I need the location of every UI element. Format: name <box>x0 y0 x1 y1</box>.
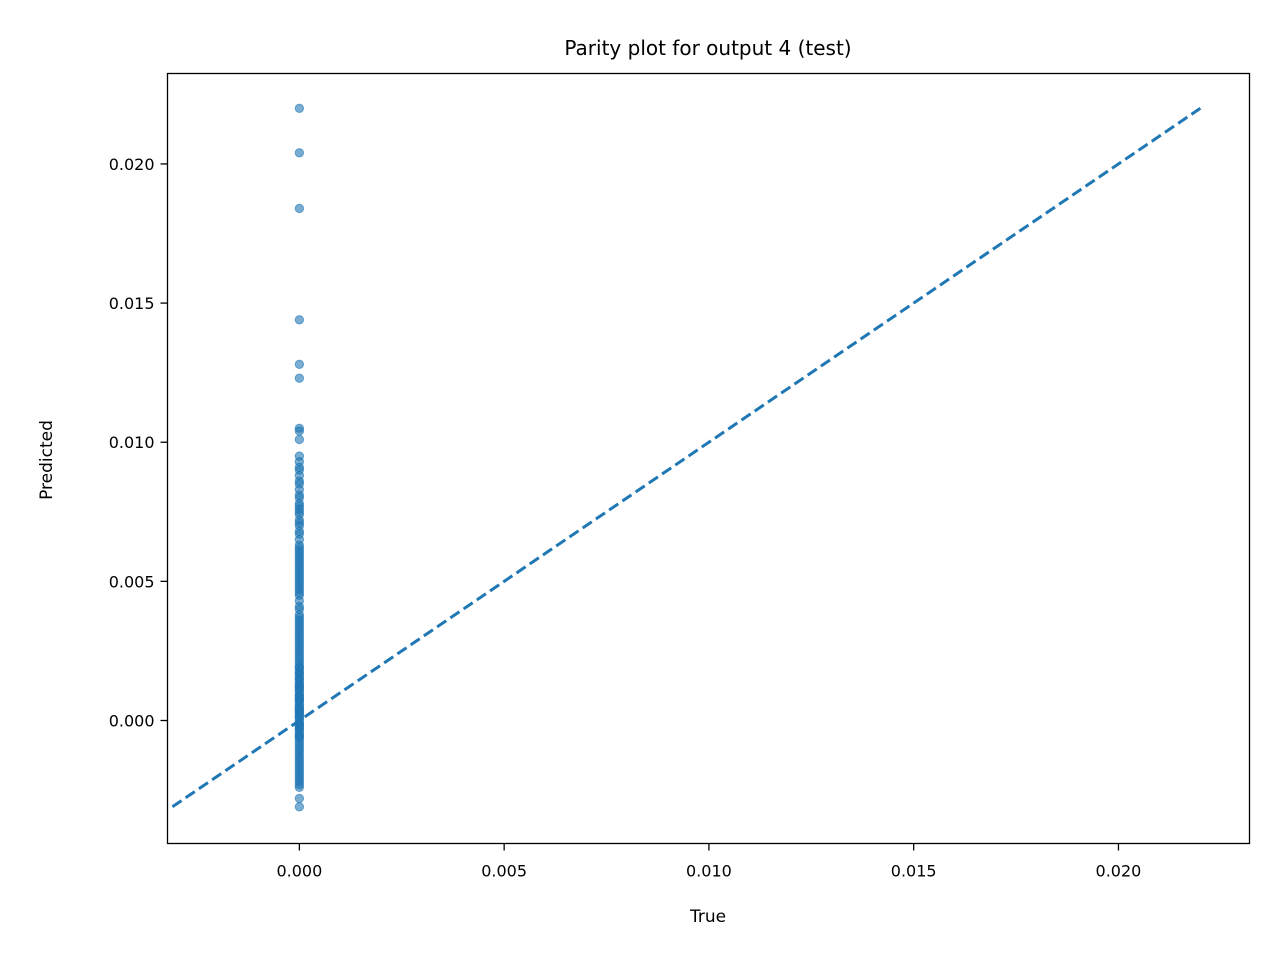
x-tick-label: 0.005 <box>481 862 527 881</box>
scatter-point <box>294 682 305 692</box>
y-axis: 0.000 0.005 0.010 0.015 0.020 <box>109 155 168 731</box>
x-tick-label: 0.000 <box>276 862 322 881</box>
scatter-point <box>294 802 305 812</box>
x-axis-label: True <box>689 907 726 927</box>
scatter-point <box>294 373 305 383</box>
y-tick-label: 0.015 <box>109 294 155 313</box>
chart-title: Parity plot for output 4 (test) <box>564 36 851 60</box>
scatter-point <box>294 710 305 720</box>
scatter-point <box>294 793 305 804</box>
scatter-point <box>294 732 305 742</box>
scatter-point <box>294 315 305 325</box>
plot-area <box>171 103 1202 812</box>
scatter-point <box>294 103 305 113</box>
x-tick-label: 0.015 <box>891 862 937 881</box>
scatter-point <box>294 693 305 703</box>
scatter-point <box>294 426 305 436</box>
scatter-point <box>294 782 305 792</box>
scatter-point <box>294 203 305 214</box>
y-tick-label: 0.020 <box>109 155 155 174</box>
y-tick-label: 0.005 <box>109 572 155 591</box>
y-axis-label: Predicted <box>37 420 57 500</box>
scatter-point <box>294 148 305 158</box>
x-tick-label: 0.010 <box>686 862 732 881</box>
scatter-point <box>294 359 305 370</box>
y-tick-label: 0.010 <box>109 433 155 452</box>
axes-frame <box>166 72 1251 845</box>
parity-line <box>171 107 1202 809</box>
x-tick-label: 0.020 <box>1096 862 1142 881</box>
x-axis: 0.000 0.005 0.010 0.015 0.020 <box>276 843 1142 881</box>
scatter-point <box>294 434 305 445</box>
y-tick-label: 0.000 <box>109 712 155 731</box>
